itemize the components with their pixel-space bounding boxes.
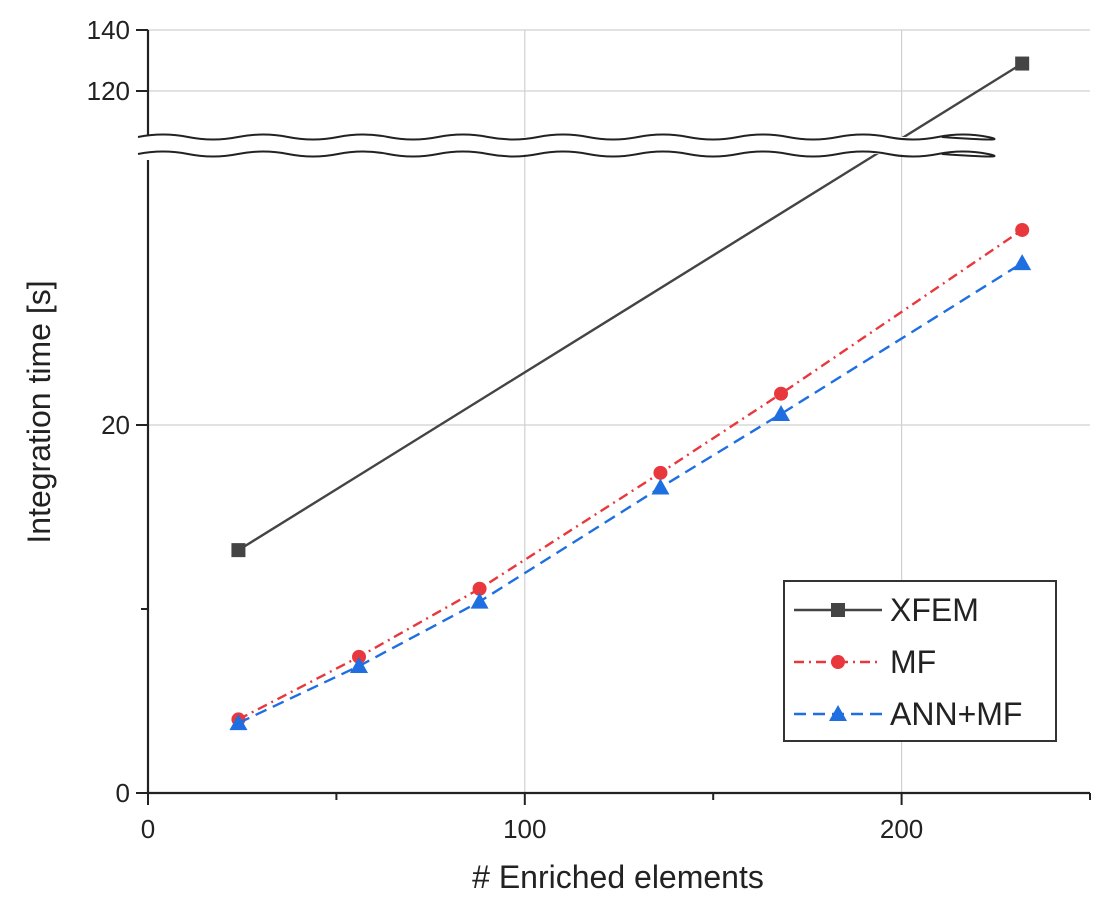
- legend-marker-shape-1: [831, 655, 845, 669]
- data-point-2-1: [350, 657, 369, 674]
- x-tick-label-0: 0: [141, 814, 155, 844]
- axis-break-gap: [138, 137, 942, 154]
- y-tick-label-20: 20: [101, 410, 130, 440]
- tick-labels: 0 100 200 0 20 120 140: [87, 15, 924, 844]
- data-point-1-4: [774, 386, 789, 401]
- data-point-2-0: [229, 714, 248, 731]
- data-point-1-1: [352, 649, 367, 664]
- series-ann-mf: [229, 254, 1032, 731]
- data-point-0-0: [231, 543, 246, 558]
- axis-break-line-top: [137, 133, 996, 141]
- series-line-0: [237, 62, 1023, 552]
- data-point-2-5: [1013, 254, 1032, 271]
- legend-label-mf: MF: [890, 644, 936, 680]
- y-tick-label-0: 0: [116, 778, 130, 808]
- legend-box: [783, 580, 1057, 742]
- legend-item-ann-mf: ANN+MF: [794, 696, 1022, 732]
- legend-marker-shape-2: [829, 705, 847, 721]
- legend-marker-mf: [831, 655, 845, 669]
- legend: XFEM MF ANN+MF: [783, 580, 1057, 742]
- series-xfem: [231, 56, 1030, 558]
- x-axis-title: # Enriched elements: [472, 859, 764, 895]
- axis-break-line-bottom: [137, 150, 996, 158]
- data-point-2-2: [470, 592, 489, 609]
- legend-item-xfem: XFEM: [794, 592, 979, 628]
- legend-label-xfem: XFEM: [890, 592, 979, 628]
- axis-break: [137, 133, 996, 158]
- legend-marker-shape-0: [831, 603, 845, 617]
- data-point-2-4: [772, 404, 791, 421]
- data-point-1-2: [472, 581, 487, 596]
- data-point-0-1: [1015, 56, 1030, 71]
- y-axis-title: Integration time [s]: [21, 280, 57, 543]
- series-layer: [229, 56, 1032, 731]
- y-tick-label-120: 120: [87, 76, 130, 106]
- y-tick-label-140: 140: [87, 15, 130, 45]
- x-tick-label-200: 200: [880, 814, 923, 844]
- series-line-2: [237, 262, 1023, 725]
- legend-marker-ann-mf: [829, 705, 847, 721]
- data-point-1-3: [653, 465, 668, 480]
- series-line-1: [237, 228, 1023, 721]
- data-point-1-5: [1015, 222, 1030, 237]
- legend-item-mf: MF: [794, 644, 936, 680]
- data-point-2-3: [651, 478, 670, 495]
- axes: [136, 29, 1091, 805]
- x-tick-label-100: 100: [503, 814, 546, 844]
- legend-marker-xfem: [831, 603, 845, 617]
- series-mf: [231, 222, 1030, 727]
- legend-label-ann-mf: ANN+MF: [890, 696, 1022, 732]
